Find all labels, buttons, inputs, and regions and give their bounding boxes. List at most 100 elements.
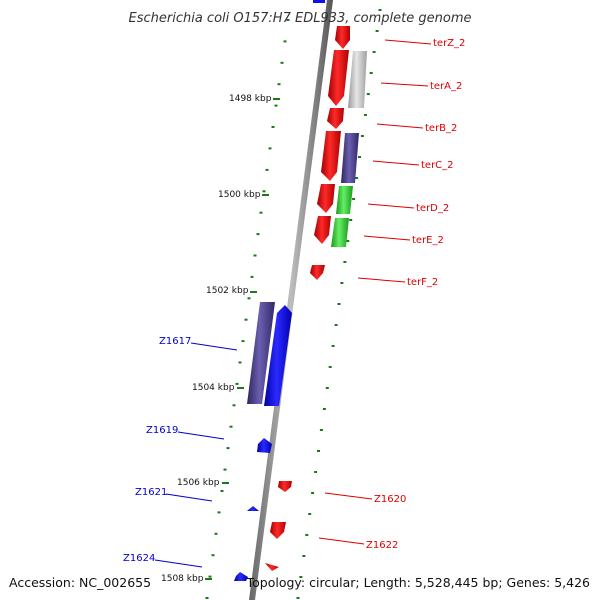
gene-terE_2[interactable] bbox=[314, 216, 331, 244]
scale-tick-inner bbox=[214, 532, 218, 535]
scale-tick-outer bbox=[334, 324, 338, 326]
gene-label-Z1621[interactable]: Z1621 bbox=[135, 487, 167, 498]
gene-labels: terZ_2 terA_2 terB_2 terC_2 terD_2 terE_… bbox=[123, 38, 465, 564]
scale-tick-outer bbox=[311, 492, 315, 494]
scale-tick-outer bbox=[325, 387, 329, 389]
scale-major-tick bbox=[205, 578, 212, 580]
scale-tick-inner bbox=[229, 425, 233, 428]
gene-label-terD_2[interactable]: terD_2 bbox=[416, 203, 449, 214]
scale-major-tick bbox=[262, 194, 269, 196]
scale-tick-inner bbox=[211, 554, 215, 557]
gene-label-terA_2[interactable]: terA_2 bbox=[430, 81, 462, 92]
scale-tick-outer bbox=[349, 219, 353, 221]
gene-label-Z1620[interactable]: Z1620 bbox=[374, 494, 406, 505]
scale-tick-outer bbox=[302, 555, 306, 557]
scale-major-tick bbox=[222, 482, 229, 484]
gene-leader-lines bbox=[154, 39, 432, 568]
scale-tick-outer bbox=[328, 366, 332, 368]
scale-tick-outer bbox=[340, 282, 344, 284]
scale-tick-inner bbox=[238, 361, 242, 364]
scale-tick-outer bbox=[355, 177, 359, 179]
scale-tick-outer bbox=[375, 30, 379, 32]
gene-terB_2[interactable] bbox=[327, 108, 344, 129]
gene-terZ_2[interactable] bbox=[335, 26, 350, 49]
scale-tick-outer bbox=[322, 408, 326, 410]
gene-slate-large[interactable] bbox=[247, 302, 275, 404]
gene-features-inner bbox=[234, 302, 292, 581]
scale-tick-outer bbox=[343, 261, 347, 263]
scale-tick-outer bbox=[358, 156, 361, 158]
gene-terD_2[interactable] bbox=[317, 184, 335, 213]
scale-label-1500: 1500 kbp bbox=[218, 190, 261, 200]
gene-terC_2[interactable] bbox=[321, 131, 341, 181]
accession-text: Accession: NC_002655 bbox=[9, 575, 151, 590]
scale-tick-inner bbox=[226, 447, 230, 450]
gene-Z1617[interactable] bbox=[264, 305, 292, 406]
topology-text: Topology: circular; Length: 5,528,445 bp… bbox=[246, 575, 590, 590]
scale-tick-inner bbox=[208, 575, 212, 578]
scale-tick-inner bbox=[244, 318, 248, 321]
scale-tick-inner bbox=[223, 468, 227, 471]
scale-tick-outer bbox=[366, 93, 370, 95]
gene-label-Z1624[interactable]: Z1624 bbox=[123, 553, 155, 564]
map-title: Escherichia coli O157:H7 EDL933, complet… bbox=[129, 11, 472, 26]
scale-tick-outer bbox=[352, 198, 356, 200]
scale-tick-inner bbox=[262, 190, 266, 193]
gene-Z1622[interactable] bbox=[270, 522, 286, 539]
scale-tick-inner bbox=[256, 233, 260, 236]
scale-tick-inner bbox=[271, 126, 275, 128]
gene-gray-companion[interactable] bbox=[348, 51, 367, 108]
gene-terA_2[interactable] bbox=[328, 50, 349, 106]
scale-tick-inner bbox=[277, 83, 281, 86]
scale-tick-inner bbox=[205, 597, 209, 599]
gene-label-terB_2[interactable]: terB_2 bbox=[425, 123, 457, 134]
scale-tick-inner bbox=[265, 168, 269, 171]
scale-tick-outer bbox=[317, 450, 320, 452]
scale-tick-outer bbox=[378, 9, 382, 11]
scale-tick-inner bbox=[232, 404, 236, 407]
gene-Z1619[interactable] bbox=[257, 438, 272, 453]
scale-major-tick bbox=[237, 387, 244, 389]
scale-tick-inner bbox=[247, 297, 251, 300]
gene-slate-companion[interactable] bbox=[341, 133, 359, 183]
scale-ticks-inner bbox=[205, 19, 290, 599]
scale-tick-inner bbox=[235, 382, 239, 385]
scale-tick-outer bbox=[372, 51, 376, 53]
scale-tick-outer bbox=[299, 576, 303, 578]
gene-label-terF_2[interactable]: terF_2 bbox=[407, 277, 438, 288]
scale-major-tick bbox=[250, 291, 257, 293]
gene-features-outer bbox=[265, 0, 367, 571]
gene-Z1624[interactable] bbox=[234, 572, 248, 581]
gene-terF_2[interactable] bbox=[310, 265, 325, 280]
gene-label-terZ_2[interactable]: terZ_2 bbox=[433, 38, 465, 49]
gene-label-Z1617[interactable]: Z1617 bbox=[159, 336, 191, 347]
gene-green-companion-e[interactable] bbox=[331, 218, 349, 247]
scale-tick-inner bbox=[280, 61, 284, 64]
gene-green-companion-d[interactable] bbox=[336, 186, 353, 214]
gene-Z1620[interactable] bbox=[278, 481, 292, 492]
scale-tick-outer bbox=[369, 72, 373, 74]
gene-Z1621[interactable] bbox=[247, 506, 259, 511]
scale-tick-outer bbox=[346, 240, 350, 242]
scale-label-1506: 1506 kbp bbox=[177, 478, 220, 488]
gene-label-terC_2[interactable]: terC_2 bbox=[421, 160, 454, 171]
scale-tick-outer bbox=[314, 471, 318, 473]
scale-tick-outer bbox=[296, 597, 300, 599]
scale-tick-outer bbox=[331, 345, 335, 347]
gene-label-Z1622[interactable]: Z1622 bbox=[366, 540, 398, 551]
genome-backbone bbox=[249, 0, 333, 600]
scale-label-1502: 1502 kbp bbox=[206, 286, 249, 296]
scale-tick-outer bbox=[363, 114, 367, 116]
scale-label-1498: 1498 kbp bbox=[229, 94, 272, 104]
scale-tick-inner bbox=[253, 254, 257, 257]
gene-label-Z1619[interactable]: Z1619 bbox=[146, 425, 178, 436]
gene-fragment[interactable] bbox=[313, 0, 325, 3]
gene-label-terE_2[interactable]: terE_2 bbox=[412, 235, 444, 246]
scale-tick-inner bbox=[283, 40, 287, 43]
scale-tick-outer bbox=[305, 534, 309, 536]
gene-red-fragment-bottom[interactable] bbox=[265, 563, 279, 571]
scale-tick-inner bbox=[250, 275, 254, 278]
scale-tick-outer bbox=[337, 303, 341, 305]
